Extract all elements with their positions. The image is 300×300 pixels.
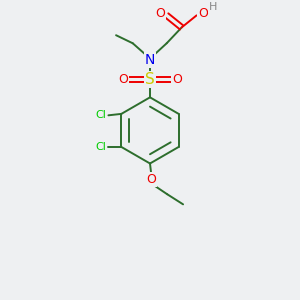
Text: S: S xyxy=(145,72,155,87)
Text: H: H xyxy=(208,2,217,12)
Text: N: N xyxy=(145,53,155,67)
Text: O: O xyxy=(146,173,156,186)
Text: O: O xyxy=(172,73,182,86)
Text: O: O xyxy=(118,73,128,86)
Text: O: O xyxy=(155,7,165,20)
Text: Cl: Cl xyxy=(95,110,106,120)
Text: Cl: Cl xyxy=(95,142,106,152)
Text: O: O xyxy=(198,8,208,20)
